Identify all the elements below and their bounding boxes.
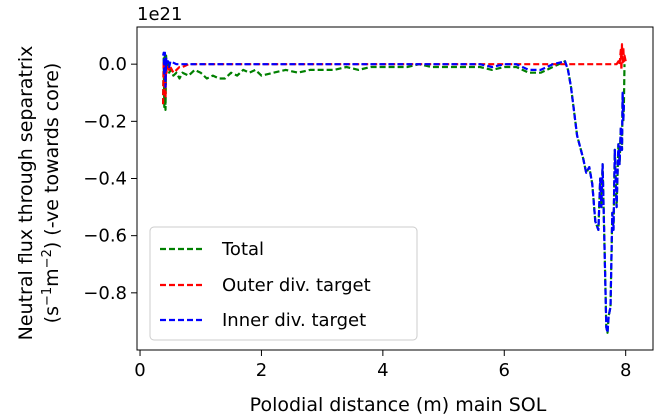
y-tick-label: 0.0 [98, 54, 127, 75]
x-tick-label: 0 [134, 360, 145, 381]
y-tick-label: −0.2 [83, 111, 127, 132]
plot-frame [136, 26, 654, 351]
y-tick-label: −0.8 [83, 283, 127, 304]
x-tick-label: 8 [620, 360, 631, 381]
legend-label-inner: Inner div. target [222, 310, 366, 331]
y-tick-label: −0.4 [83, 168, 127, 189]
legend-frame [149, 226, 418, 341]
plot-lines [162, 43, 627, 334]
x-tick-label: 6 [499, 360, 510, 381]
y-tick-label: −0.6 [83, 226, 127, 247]
series-line-1 [162, 43, 627, 105]
y-axis-label-line2: (s−1m−2) (-ve towards core) [40, 63, 63, 324]
y-axis-unit-exp1: −1 [40, 287, 55, 306]
legend-label-outer: Outer div. target [222, 275, 371, 296]
legend: Total Outer div. target Inner div. targe… [149, 226, 418, 341]
legend-label-total: Total [221, 239, 264, 260]
x-tick-label: 2 [256, 360, 267, 381]
y-axis-unit-exp2: −2 [40, 249, 55, 268]
x-axis-label: Polodial distance (m) main SOL [250, 394, 547, 416]
axis-ticks: 0 2 4 6 8 0.0 −0.2 −0.4 −0.6 −0.8 [83, 54, 631, 381]
x-tick-label: 4 [377, 360, 388, 381]
series-line-2 [162, 51, 625, 334]
y-offset-label: 1e21 [137, 4, 182, 25]
y-axis-label-line1: Neutral flux through separatrix [15, 46, 37, 341]
